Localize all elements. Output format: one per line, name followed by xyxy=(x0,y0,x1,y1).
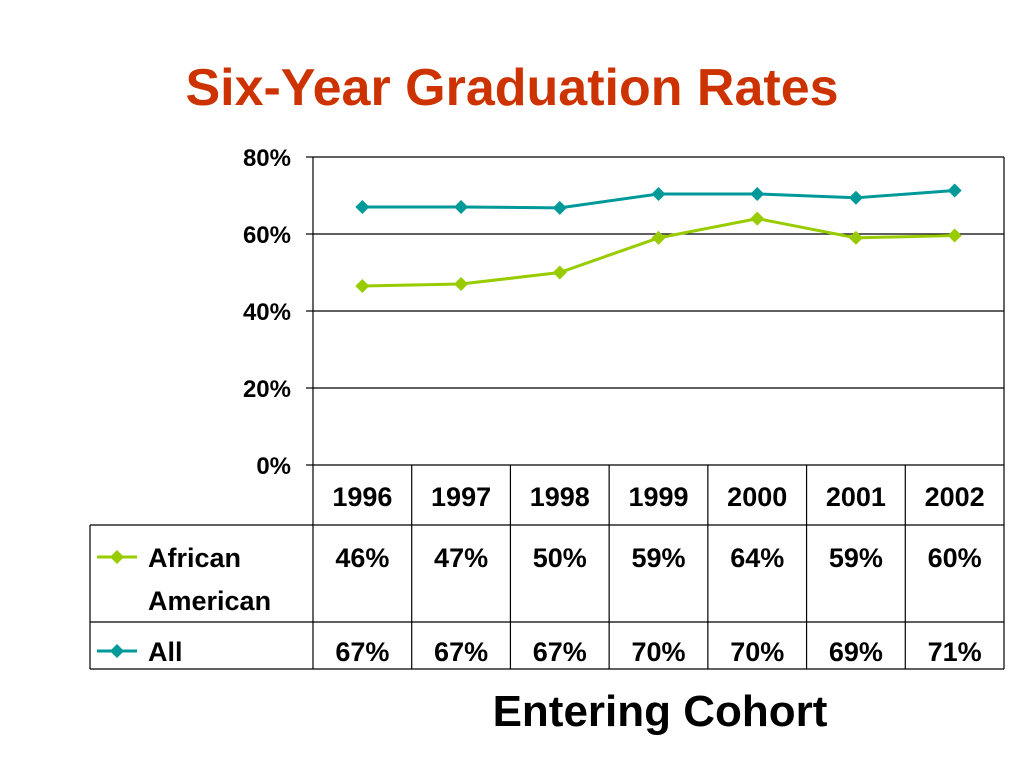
x-tick-label: 2002 xyxy=(925,482,985,512)
y-tick-label: 60% xyxy=(243,222,291,249)
data-point xyxy=(750,211,765,226)
data-label: 59% xyxy=(829,543,883,573)
data-label: 59% xyxy=(631,543,685,573)
series-line xyxy=(362,217,955,288)
data-table: 1996 1997 1998 1999 2000 2001 2002 African Ameri… xyxy=(89,465,1004,670)
data-point xyxy=(454,277,469,292)
x-tick-label: 2000 xyxy=(727,482,787,512)
data-point xyxy=(552,200,567,215)
data-point xyxy=(552,265,567,280)
y-tick-label: 20% xyxy=(243,376,291,403)
data-label: 69% xyxy=(829,637,883,667)
data-point xyxy=(947,183,962,198)
y-tick-label: 0% xyxy=(256,453,291,480)
x-tick-label: 2001 xyxy=(826,482,886,512)
data-label: 67% xyxy=(533,637,587,667)
data-label: 70% xyxy=(631,637,685,667)
data-point xyxy=(750,186,765,201)
data-label: 60% xyxy=(928,543,982,573)
data-point xyxy=(651,230,666,245)
legend-label: American xyxy=(148,586,271,616)
data-label: 71% xyxy=(928,637,982,667)
legend-marker xyxy=(110,644,124,658)
legend-marker xyxy=(110,550,124,564)
legend-label: All xyxy=(148,637,183,667)
y-tick-label: 40% xyxy=(243,299,291,326)
data-point xyxy=(947,228,962,243)
data-label: 50% xyxy=(533,543,587,573)
x-tick-label: 1998 xyxy=(530,482,590,512)
data-point xyxy=(848,230,863,245)
data-label: 67% xyxy=(335,637,389,667)
y-tick-label: 80% xyxy=(243,145,291,172)
data-point xyxy=(355,278,370,293)
data-label: 47% xyxy=(434,543,488,573)
legend-label: African xyxy=(148,543,241,573)
data-label: 64% xyxy=(730,543,784,573)
data-label: 67% xyxy=(434,637,488,667)
y-axis: 0% 20% 40% 60% 80% xyxy=(243,145,313,480)
x-axis-label: Entering Cohort xyxy=(492,687,828,736)
chart-title: Six-Year Graduation Rates xyxy=(185,59,839,117)
x-tick-label: 1997 xyxy=(431,482,491,512)
data-label: 70% xyxy=(730,637,784,667)
series-lines xyxy=(355,183,962,293)
data-point xyxy=(848,190,863,205)
data-label: 46% xyxy=(335,543,389,573)
data-point xyxy=(454,200,469,215)
x-tick-label: 1996 xyxy=(332,482,392,512)
data-point xyxy=(651,186,666,201)
data-point xyxy=(355,200,370,215)
x-tick-label: 1999 xyxy=(628,482,688,512)
